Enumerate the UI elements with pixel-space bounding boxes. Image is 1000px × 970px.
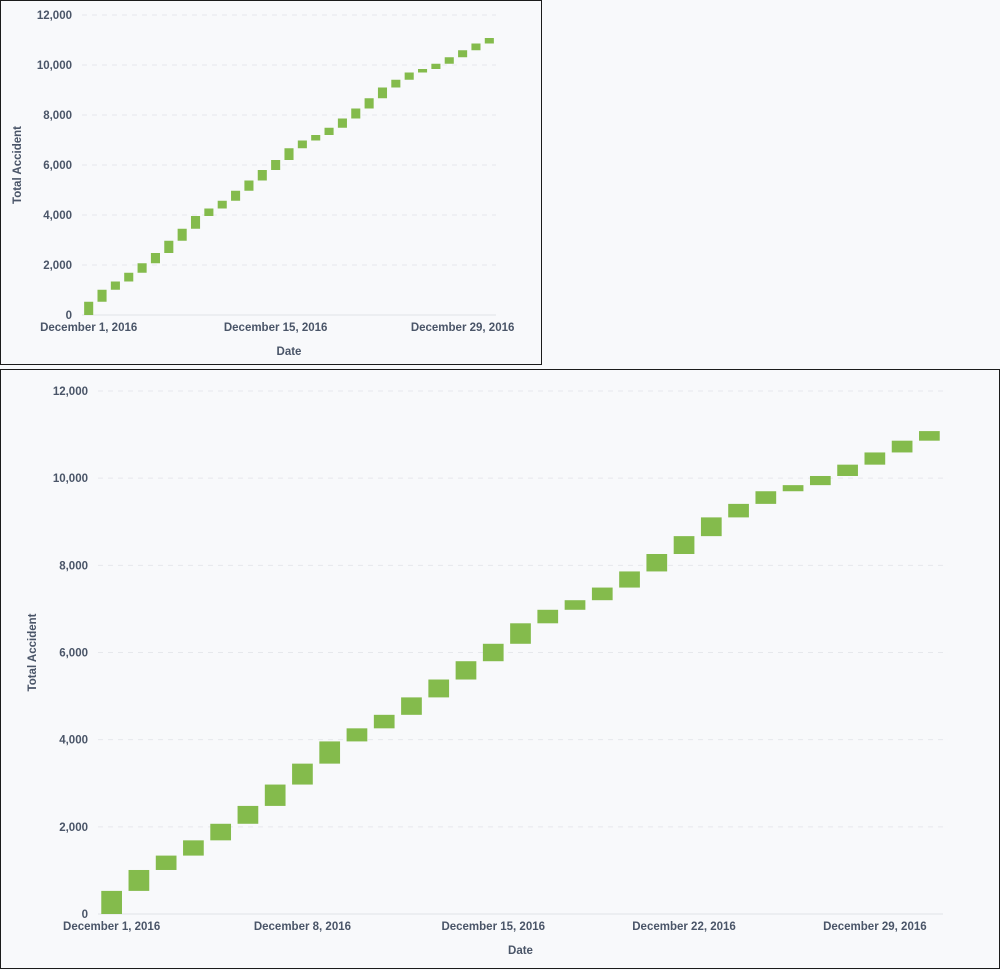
- y-tick-label: 4,000: [59, 735, 88, 747]
- waterfall-bar[interactable]: [346, 728, 368, 742]
- waterfall-bar[interactable]: [183, 840, 204, 856]
- waterfall-bar[interactable]: [646, 554, 668, 572]
- x-tick-label: December 22, 2016: [632, 921, 736, 933]
- waterfall-bar[interactable]: [337, 118, 347, 128]
- waterfall-bar[interactable]: [319, 741, 341, 764]
- waterfall-bar[interactable]: [837, 464, 858, 476]
- waterfall-bar[interactable]: [431, 63, 441, 69]
- waterfall-bar[interactable]: [809, 475, 831, 486]
- waterfall-bar[interactable]: [444, 57, 454, 64]
- waterfall-bar[interactable]: [428, 679, 450, 698]
- waterfall-bar[interactable]: [128, 869, 150, 891]
- waterfall-bar[interactable]: [190, 216, 201, 229]
- x-tick-label: December 8, 2016: [254, 921, 351, 933]
- x-tick-label: December 15, 2016: [224, 322, 328, 334]
- waterfall-bar[interactable]: [591, 587, 613, 601]
- waterfall-bar[interactable]: [484, 38, 494, 44]
- waterfall-bar[interactable]: [537, 609, 559, 624]
- waterfall-bar[interactable]: [418, 69, 428, 73]
- waterfall-bar[interactable]: [101, 890, 122, 914]
- x-tick-label: December 1, 2016: [63, 921, 160, 933]
- waterfall-bar[interactable]: [150, 253, 160, 264]
- waterfall-bar[interactable]: [564, 600, 586, 610]
- waterfall-bar[interactable]: [210, 823, 232, 841]
- y-tick-label: 10,000: [53, 473, 88, 485]
- waterfall-bar[interactable]: [97, 289, 107, 302]
- waterfall-bar[interactable]: [455, 661, 477, 680]
- waterfall-bar[interactable]: [700, 517, 722, 537]
- waterfall-bar[interactable]: [297, 140, 307, 149]
- waterfall-bar[interactable]: [110, 281, 120, 290]
- waterfall-chart-large: 0 2,000 4,000 6,000 8,000 10,000 12,000 Decembe…: [27, 386, 943, 957]
- waterfall-chart-small: 0 2,000 4,000 6,000 8,000 10,000 12,000 Decembe…: [12, 10, 515, 358]
- y-tick-label: 12,000: [53, 386, 88, 398]
- waterfall-bar[interactable]: [458, 50, 468, 58]
- waterfall-bar[interactable]: [401, 697, 422, 715]
- waterfall-bar[interactable]: [217, 200, 227, 209]
- x-axis-title: Date: [277, 346, 302, 358]
- waterfall-bar[interactable]: [391, 79, 401, 88]
- y-tick-label: 10,000: [37, 60, 72, 72]
- waterfall-bar[interactable]: [237, 805, 259, 824]
- waterfall-bar[interactable]: [364, 98, 374, 109]
- y-tick-label: 8,000: [43, 110, 72, 122]
- y-tick-label: 4,000: [43, 210, 72, 222]
- waterfall-bar[interactable]: [244, 180, 254, 191]
- y-tick-label: 12,000: [37, 10, 72, 22]
- chart-panel-small: 0 2,000 4,000 6,000 8,000 10,000 12,000 Decembe…: [0, 0, 542, 365]
- waterfall-bar[interactable]: [864, 452, 886, 465]
- waterfall-bar[interactable]: [124, 272, 134, 282]
- waterfall-bar[interactable]: [164, 240, 174, 253]
- x-tick-label: December 29, 2016: [823, 921, 927, 933]
- waterfall-bar[interactable]: [510, 623, 531, 644]
- x-tick-label: December 1, 2016: [40, 322, 137, 334]
- x-tick-label: December 15, 2016: [441, 921, 545, 933]
- y-axis-title: Total Accident: [27, 613, 39, 691]
- y-tick-label: 6,000: [59, 648, 88, 660]
- y-tick-label: 8,000: [59, 560, 88, 572]
- y-tick-label: 2,000: [59, 822, 88, 834]
- waterfall-bar[interactable]: [311, 135, 321, 141]
- waterfall-bar[interactable]: [271, 160, 281, 170]
- waterfall-bar[interactable]: [177, 228, 187, 241]
- waterfall-bar[interactable]: [284, 148, 294, 160]
- waterfall-bar[interactable]: [155, 855, 177, 870]
- waterfall-bar[interactable]: [264, 784, 286, 806]
- y-tick-label: 6,000: [43, 160, 72, 172]
- waterfall-bar[interactable]: [404, 72, 414, 80]
- waterfall-bar[interactable]: [471, 43, 481, 51]
- waterfall-bar[interactable]: [257, 170, 267, 181]
- y-tick-label: 2,000: [43, 260, 72, 272]
- waterfall-bar[interactable]: [324, 127, 334, 135]
- waterfall-bar[interactable]: [482, 643, 504, 662]
- waterfall-bar[interactable]: [891, 440, 913, 453]
- x-axis-title: Date: [508, 945, 533, 957]
- waterfall-bar[interactable]: [755, 491, 777, 504]
- waterfall-bar[interactable]: [351, 108, 361, 119]
- waterfall-bar[interactable]: [292, 763, 313, 785]
- waterfall-bar[interactable]: [728, 503, 749, 518]
- waterfall-bar[interactable]: [377, 87, 388, 99]
- waterfall-bar[interactable]: [619, 571, 640, 588]
- waterfall-bar[interactable]: [373, 714, 395, 729]
- waterfall-bar[interactable]: [673, 536, 695, 555]
- waterfall-bar[interactable]: [84, 301, 94, 315]
- y-axis-title: Total Accident: [12, 126, 24, 204]
- y-tick-label: 0: [82, 909, 88, 921]
- y-tick-label: 0: [66, 310, 72, 322]
- waterfall-bar[interactable]: [919, 431, 940, 441]
- waterfall-bar[interactable]: [782, 485, 804, 492]
- waterfall-bar[interactable]: [231, 190, 241, 201]
- chart-panel-large: 0 2,000 4,000 6,000 8,000 10,000 12,000 Decembe…: [0, 369, 1000, 969]
- waterfall-bar[interactable]: [137, 263, 147, 273]
- x-tick-label: December 29, 2016: [411, 322, 515, 334]
- waterfall-bar[interactable]: [204, 208, 214, 217]
